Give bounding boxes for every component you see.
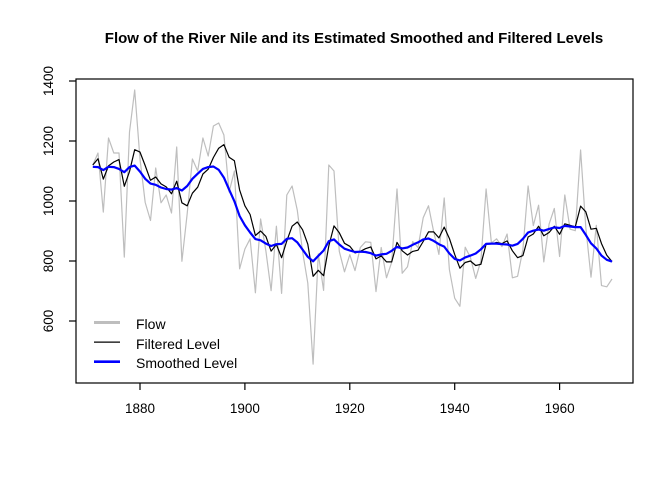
- legend-label-flow: Flow: [136, 316, 166, 332]
- chart-title: Flow of the River Nile and its Estimated…: [104, 30, 604, 47]
- y-axis-tick-label: 1400: [41, 66, 56, 96]
- x-axis-tick-label: 1920: [335, 401, 365, 416]
- y-axis-tick-label: 1000: [41, 186, 56, 216]
- y-axis-tick-label: 800: [41, 250, 56, 273]
- series-line-flow: [92, 89, 613, 365]
- y-axis-tick-label: 1200: [41, 126, 56, 156]
- legend-label-filtered-level: Filtered Level: [136, 335, 221, 352]
- x-axis-tick-label: 1960: [545, 401, 575, 416]
- y-axis-tick-label: 600: [41, 310, 56, 333]
- x-axis-tick-label: 1940: [440, 401, 470, 416]
- plot-box: [75, 78, 634, 384]
- legend-label-smoothed-level: Smoothed Level: [136, 355, 238, 372]
- series-line-smoothed-level: [92, 164, 613, 263]
- series-line-filtered-level: [92, 144, 613, 277]
- x-axis-tick-label: 1880: [125, 401, 155, 416]
- x-axis-tick-label: 1900: [230, 401, 260, 416]
